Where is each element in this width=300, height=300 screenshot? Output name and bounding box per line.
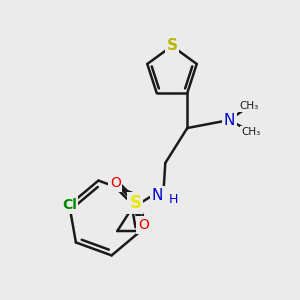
Text: CH₃: CH₃ <box>240 101 259 111</box>
Text: O: O <box>138 218 149 232</box>
Text: O: O <box>110 176 121 190</box>
Text: H: H <box>169 193 178 206</box>
Text: CH₃: CH₃ <box>242 127 261 137</box>
Text: Cl: Cl <box>62 198 77 212</box>
Text: S: S <box>167 38 178 53</box>
Text: N: N <box>152 188 163 202</box>
Text: S: S <box>129 194 141 212</box>
Text: N: N <box>224 112 235 128</box>
